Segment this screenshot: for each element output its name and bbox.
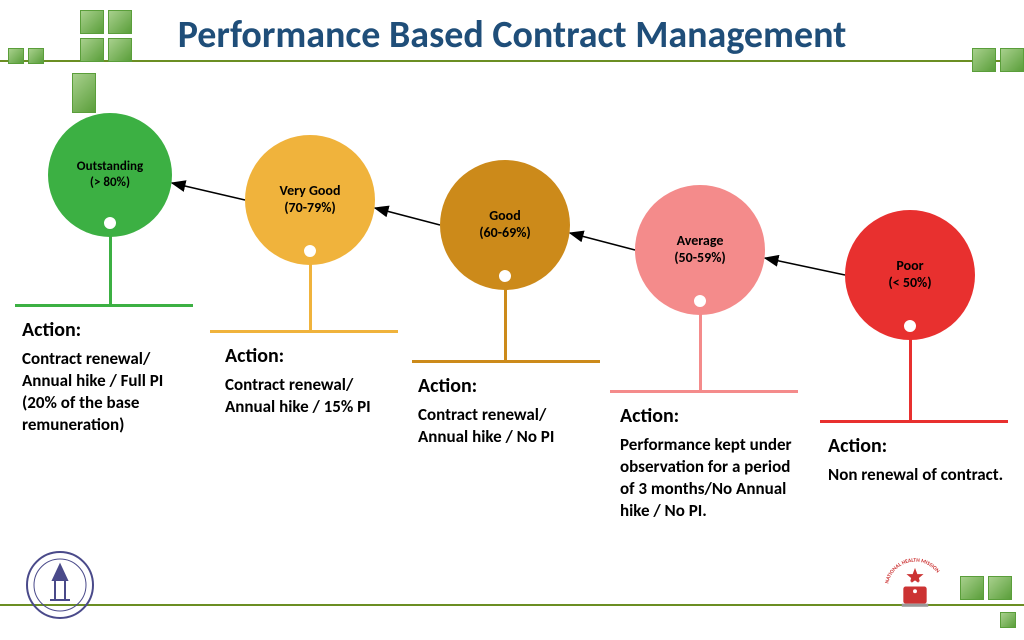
good-action-label: Action: — [418, 374, 477, 398]
very-good-action-text: Contract renewal/ Annual hike / 15% PI — [225, 374, 405, 418]
average-stem — [699, 305, 702, 390]
deco-square — [108, 10, 132, 34]
good-action-text: Contract renewal/ Annual hike / No PI — [418, 404, 598, 448]
deco-square — [80, 38, 104, 62]
deco-square — [8, 48, 24, 64]
poor-baseline — [820, 420, 1008, 423]
average-action-text: Performance kept under observation for a… — [620, 434, 800, 522]
outstanding-action-text: Contract renewal/ Annual hike / Full PI … — [22, 348, 202, 436]
poor-pin-dot — [902, 318, 918, 334]
outstanding-action-label: Action: — [22, 318, 81, 342]
good-pin-dot — [497, 268, 513, 284]
deco-square — [72, 73, 96, 113]
good-stem — [504, 280, 507, 360]
deco-square — [960, 576, 984, 600]
deco-square — [1000, 48, 1024, 72]
page-title: Performance Based Contract Management — [0, 12, 1024, 58]
very-good-pin-dot — [302, 243, 318, 259]
deco-square — [108, 38, 132, 62]
deco-square — [972, 48, 996, 72]
average-action-label: Action: — [620, 404, 679, 428]
govt-emblem-logo — [25, 550, 95, 620]
average-baseline — [610, 390, 798, 393]
very-good-baseline — [210, 330, 398, 333]
outstanding-stem — [109, 227, 112, 304]
outstanding-baseline — [15, 304, 193, 307]
very-good-action-label: Action: — [225, 344, 284, 368]
top-divider — [0, 60, 1024, 62]
deco-square — [988, 576, 1012, 600]
average-pin-dot — [692, 293, 708, 309]
deco-square — [1000, 612, 1016, 628]
deco-square — [28, 48, 44, 64]
outstanding-pin-dot — [102, 215, 118, 231]
bottom-divider — [0, 604, 1024, 606]
poor-stem — [909, 330, 912, 420]
nhm-logo: NATIONAL HEALTH MISSION — [880, 550, 950, 620]
good-baseline — [412, 360, 600, 363]
poor-action-text: Non renewal of contract. — [828, 464, 1008, 486]
deco-square — [80, 10, 104, 34]
poor-action-label: Action: — [828, 434, 887, 458]
very-good-stem — [309, 255, 312, 330]
